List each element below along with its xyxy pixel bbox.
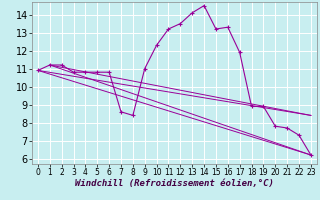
X-axis label: Windchill (Refroidissement éolien,°C): Windchill (Refroidissement éolien,°C)	[75, 179, 274, 188]
